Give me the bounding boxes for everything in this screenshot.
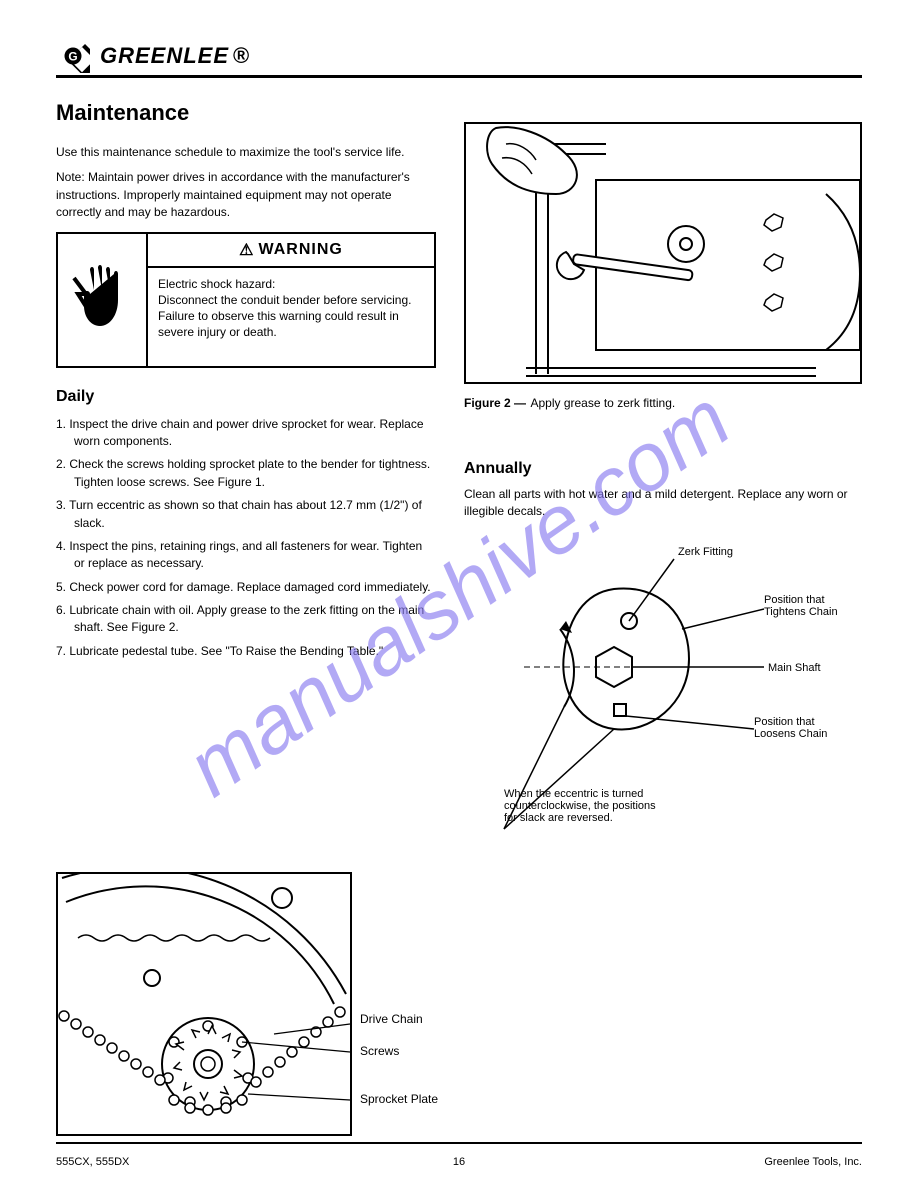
figure-2-box (464, 122, 862, 384)
figure-1-illustration (58, 874, 350, 1134)
maintenance-heading: Maintenance (56, 100, 436, 126)
label-zerk: Zerk Fitting (678, 546, 733, 558)
page-number: 16 (0, 1156, 918, 1168)
daily-list: 1. Inspect the drive chain and power dri… (56, 416, 436, 661)
list-item: 4. Inspect the pins, retaining rings, an… (56, 538, 436, 573)
footer-rule (56, 1142, 862, 1144)
list-item: 3. Turn eccentric as shown so that chain… (56, 497, 436, 532)
fig1-label-screws: Screws (360, 1044, 399, 1058)
greenlee-logo-icon: G (56, 39, 90, 73)
intro-text: Use this maintenance schedule to maximiz… (56, 144, 436, 161)
list-item: 2. Check the screws holding sprocket pla… (56, 456, 436, 491)
fig1-label-plate: Sprocket Plate (360, 1092, 438, 1106)
fig1-label-chain: Drive Chain (360, 1012, 423, 1026)
fig2-cap-sub: Apply grease to zerk fitting. (530, 396, 675, 410)
warning-box: ⚠WARNING Electric shock hazard: Disconne… (56, 232, 436, 368)
label-note: When the eccentric is turned countercloc… (504, 788, 659, 824)
left-column: Maintenance Use this maintenance schedul… (56, 100, 436, 666)
list-item: 7. Lubricate pedestal tube. See "To Rais… (56, 643, 436, 660)
svg-text:G: G (68, 49, 77, 63)
label-loosen: Position that Loosens Chain (754, 716, 827, 740)
warning-icon-cell (58, 234, 148, 366)
figure-2-caption: Figure 2 — Apply grease to zerk fitting. (464, 394, 862, 412)
label-tighten: Position that Tightens Chain (764, 594, 838, 618)
label-main: Main Shaft (768, 662, 821, 674)
eccentric-diagram: Zerk Fitting Position that Tightens Chai… (464, 529, 862, 849)
page-header: G GREENLEE ® (56, 36, 862, 78)
warning-signal-text: WARNING (259, 241, 343, 259)
warning-body: Electric shock hazard: Disconnect the co… (148, 268, 434, 366)
list-item: 6. Lubricate chain with oil. Apply greas… (56, 602, 436, 637)
note-text: Note: Maintain power drives in accordanc… (56, 169, 436, 221)
annually-heading: Annually (464, 460, 862, 478)
right-lower-block: Annually Clean all parts with hot water … (464, 460, 862, 840)
brand-name: GREENLEE (100, 43, 229, 69)
daily-heading: Daily (56, 388, 436, 406)
warning-signal: ⚠WARNING (148, 234, 434, 268)
figure-1-box (56, 872, 352, 1136)
fig2-cap-strong: Figure 2 — (464, 396, 526, 410)
shock-hand-icon (70, 260, 134, 340)
list-item: 1. Inspect the drive chain and power dri… (56, 416, 436, 451)
list-item: 5. Check power cord for damage. Replace … (56, 579, 436, 596)
figure-2-illustration (466, 124, 860, 382)
annually-body: Clean all parts with hot water and a mil… (464, 486, 862, 521)
